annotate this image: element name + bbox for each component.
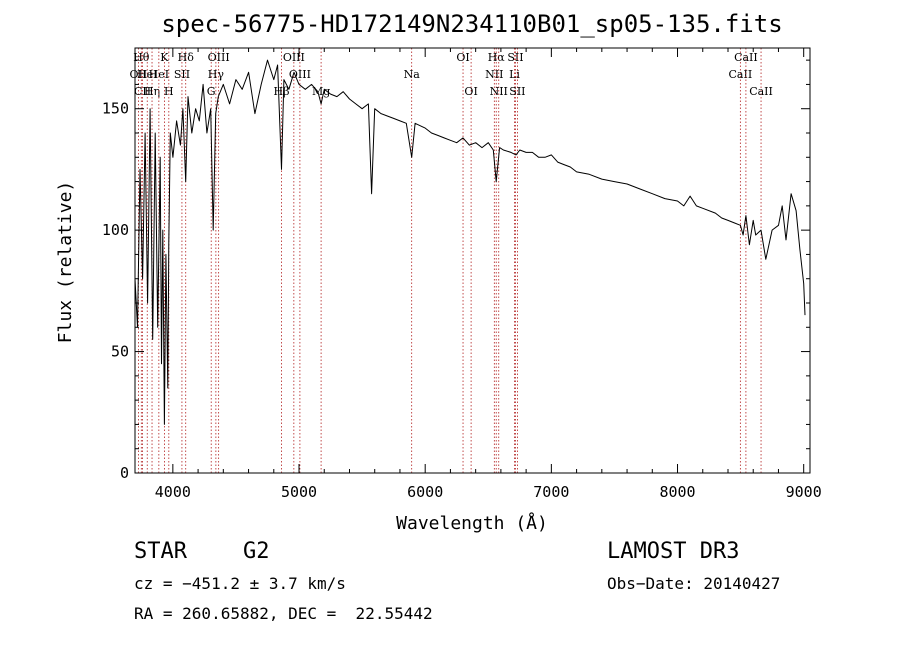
line-label: G — [207, 85, 216, 98]
line-label: Hη — [144, 85, 160, 98]
line-label: CaII — [729, 68, 753, 81]
plot-frame — [134, 47, 811, 474]
y-axis-label: Flux (relative) — [55, 181, 76, 344]
line-label: Hβ — [274, 85, 290, 98]
line-label: Hδ — [178, 51, 195, 64]
line-label: SII — [507, 51, 523, 64]
line-label: Na — [404, 68, 421, 81]
line-label: NII — [490, 85, 508, 98]
line-label: OIII — [208, 51, 230, 64]
line-label: K — [160, 51, 169, 64]
x-tick-label: 7000 — [533, 483, 569, 501]
radial-velocity: cz = −451.2 ± 3.7 km/s — [134, 574, 346, 593]
y-tick-label: 150 — [102, 100, 129, 118]
y-tick-label: 50 — [111, 343, 129, 361]
line-label: Mg — [312, 85, 330, 98]
line-label: HeI — [149, 68, 169, 81]
x-tick-label: 5000 — [281, 483, 317, 501]
chart-title: spec-56775-HD172149N234110B01_sp05-135.f… — [161, 10, 782, 38]
y-tick-label: 100 — [102, 221, 129, 239]
line-label: SII — [509, 85, 525, 98]
x-tick-label: 4000 — [155, 483, 191, 501]
series-line-spectrum — [134, 59, 806, 425]
line-label: OI — [456, 51, 469, 64]
line-label: HeI — [137, 68, 157, 81]
line-label: H — [164, 85, 174, 98]
x-tick-label: 8000 — [659, 483, 695, 501]
x-tick-label: 9000 — [786, 483, 822, 501]
line-label: Hγ — [208, 68, 225, 81]
survey-name: LAMOST DR3 — [607, 539, 740, 564]
line-label: SII — [174, 68, 190, 81]
spectral-line-markers: OIIHθCIIHeIHηHeIKHSIIHδGHγOIIIHβOIIIOIII… — [130, 48, 773, 473]
spectrum-series — [134, 59, 806, 425]
x-axis-label: Wavelength (Å) — [396, 512, 548, 534]
observation-date: Obs−Date: 20140427 — [607, 574, 781, 593]
spectral-subclass: G2 — [243, 539, 270, 564]
line-label: OII — [130, 68, 148, 81]
line-label: Hθ — [133, 51, 150, 64]
line-label: OI — [464, 85, 477, 98]
sky-coordinates: RA = 260.65882, DEC = 22.55442 — [134, 604, 433, 623]
line-label: OIII — [283, 51, 305, 64]
line-label: CaII — [734, 51, 758, 64]
line-label: Hα — [488, 51, 506, 64]
line-label: NII — [485, 68, 503, 81]
line-label: CaII — [749, 85, 773, 98]
axes: 4000 5000 6000 7000 8000 9000 0 50 100 150 — [102, 48, 822, 501]
line-label: Li — [509, 68, 520, 81]
line-label: OIII — [289, 68, 311, 81]
x-tick-label: 6000 — [407, 483, 443, 501]
object-class: STAR — [134, 539, 187, 564]
y-tick-label: 0 — [120, 464, 129, 482]
